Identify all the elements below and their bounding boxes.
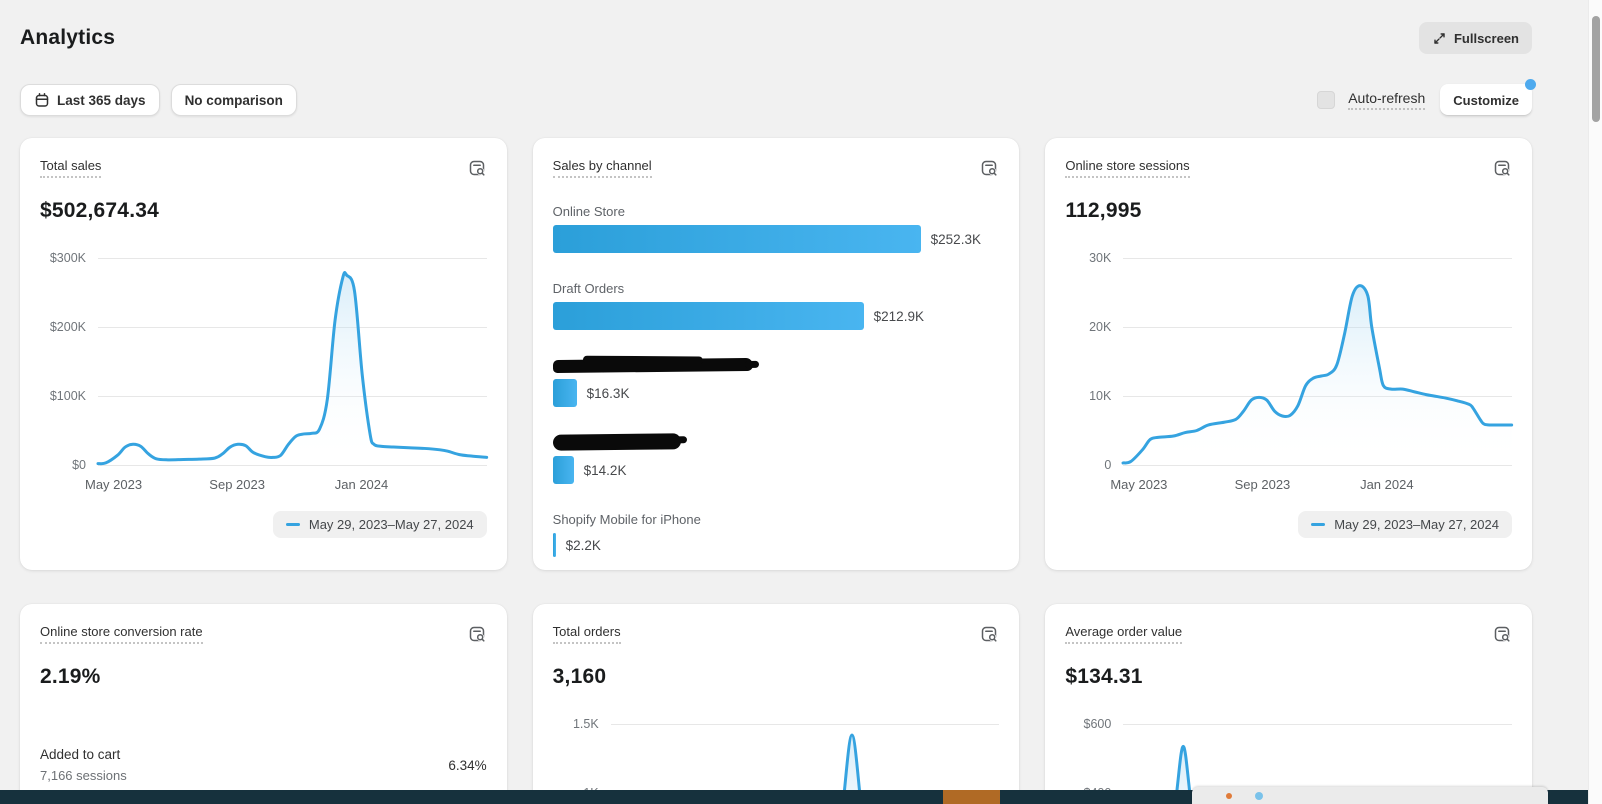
card-sales-by-channel: Sales by channel Online Store $252.3K <box>532 138 1020 570</box>
channel-row: $16.3K <box>552 356 1000 407</box>
taskbar-orange-segment <box>943 790 1000 804</box>
aov-title[interactable]: Average order value <box>1065 624 1183 644</box>
channel-bar <box>552 533 556 557</box>
orders-title[interactable]: Total orders <box>552 624 621 644</box>
sessions-chart: 30K 20K 10K 0 May 2023 Sep 2023 Jan 2024… <box>1065 251 1512 538</box>
channel-row: Online Store $252.3K <box>552 202 1000 253</box>
added-to-cart-sessions: 7,166 sessions <box>40 768 127 783</box>
aov-value: $134.31 <box>1065 665 1143 688</box>
legend-dash-icon <box>1311 523 1326 526</box>
date-range-legend: May 29, 2023–May 27, 2024 <box>1298 511 1512 538</box>
scrollbar-thumb[interactable] <box>1592 16 1600 122</box>
view-report-icon[interactable] <box>1492 624 1512 644</box>
redaction-mark <box>552 357 753 373</box>
channel-bar <box>552 379 577 407</box>
conversion-value: 2.19% <box>40 665 101 688</box>
date-range-label: Last 365 days <box>57 92 146 108</box>
card-conversion-rate: Online store conversion rate 2.19% Added… <box>20 604 507 804</box>
card-total-orders: Total orders 3,160 1.5K 1K <box>532 604 1020 804</box>
fullscreen-label: Fullscreen <box>1453 30 1519 46</box>
toolbar: Last 365 days No comparison Auto-refresh… <box>20 79 1536 116</box>
tray-orange-dot-icon <box>1226 793 1232 799</box>
channel-row: Draft Orders $212.9K <box>552 279 1000 330</box>
ytick: 10K <box>1089 389 1112 403</box>
date-range-legend: May 29, 2023–May 27, 2024 <box>272 511 487 538</box>
vertical-scrollbar[interactable] <box>1588 0 1602 804</box>
aov-line <box>1123 724 1512 804</box>
ytick: $100K <box>49 389 86 403</box>
added-to-cart-label: Added to cart <box>40 747 121 762</box>
view-report-icon[interactable] <box>467 158 487 178</box>
channel-bar <box>552 302 864 330</box>
calendar-icon <box>34 92 50 108</box>
sessions-title[interactable]: Online store sessions <box>1065 158 1190 178</box>
total-sales-line <box>98 258 487 465</box>
xtick: Sep 2023 <box>1234 477 1291 492</box>
channel-row: Shopify Mobile for iPhone $2.2K <box>552 510 1000 557</box>
ytick: $600 <box>1083 717 1112 731</box>
auto-refresh-checkbox[interactable] <box>1317 91 1336 109</box>
page-header: Analytics Fullscreen <box>20 22 1532 54</box>
orders-line <box>611 724 1000 804</box>
ytick: $300K <box>49 251 86 265</box>
ytick: $0 <box>72 458 86 472</box>
ytick: 1.5K <box>572 717 599 731</box>
view-report-icon[interactable] <box>979 624 999 644</box>
total-sales-chart: $300K $200K $100K $0 May 2023 Sep 2023 J… <box>40 251 487 538</box>
legend-dash-icon <box>285 523 300 526</box>
conversion-title[interactable]: Online store conversion rate <box>40 624 203 644</box>
channel-value: $252.3K <box>930 231 981 247</box>
metrics-grid: Total sales $502,674.34 $300K $200K <box>20 138 1532 804</box>
conversion-breakdown-row: Added to cart 7,166 sessions 6.34% <box>40 744 487 786</box>
card-online-store-sessions: Online store sessions 112,995 30K 20K 10… <box>1045 138 1532 570</box>
sales-by-channel-title[interactable]: Sales by channel <box>552 158 652 178</box>
ytick: 30K <box>1089 251 1112 265</box>
notification-dot <box>1525 79 1536 90</box>
channel-value: $212.9K <box>873 308 924 324</box>
xtick: Jan 2024 <box>334 477 389 492</box>
customize-button[interactable]: Customize <box>1440 79 1536 116</box>
channel-label: Shopify Mobile for iPhone <box>552 511 701 527</box>
orders-value: 3,160 <box>552 665 607 688</box>
channel-bar <box>552 225 921 253</box>
added-to-cart-rate: 6.34% <box>448 757 487 773</box>
fullscreen-expand-icon <box>1432 31 1447 46</box>
comparison-button[interactable]: No comparison <box>170 84 297 116</box>
card-average-order-value: Average order value $134.31 $600 $400 <box>1045 604 1532 804</box>
xtick: May 2023 <box>84 477 143 492</box>
taskbar-tray <box>1192 787 1548 804</box>
page-title: Analytics <box>20 26 116 49</box>
comparison-label: No comparison <box>184 92 283 108</box>
sessions-value: 112,995 <box>1065 199 1142 222</box>
ytick: $200K <box>49 320 86 334</box>
fullscreen-button[interactable]: Fullscreen <box>1418 22 1532 54</box>
xtick: May 2023 <box>1110 477 1168 492</box>
sessions-line <box>1123 258 1512 465</box>
customize-label: Customize <box>1453 92 1519 108</box>
channel-value: $2.2K <box>565 537 601 553</box>
channel-value: $14.2K <box>583 462 627 478</box>
date-range-button[interactable]: Last 365 days <box>20 84 160 116</box>
view-report-icon[interactable] <box>1492 158 1512 178</box>
view-report-icon[interactable] <box>467 624 487 644</box>
xtick: Sep 2023 <box>209 477 265 492</box>
view-report-icon[interactable] <box>979 158 999 178</box>
channel-row: $14.2K <box>552 433 1000 484</box>
ytick: 0 <box>1104 458 1112 472</box>
auto-refresh-label[interactable]: Auto-refresh <box>1348 90 1426 110</box>
channel-label: Online Store <box>552 203 625 219</box>
total-sales-value: $502,674.34 <box>40 199 159 222</box>
channel-label: Draft Orders <box>552 280 625 296</box>
total-sales-title[interactable]: Total sales <box>40 158 102 178</box>
xtick: Jan 2024 <box>1360 477 1414 492</box>
tray-blue-dot-icon <box>1255 792 1263 800</box>
card-total-sales: Total sales $502,674.34 $300K $200K <box>20 138 507 570</box>
redaction-mark <box>552 433 681 451</box>
ytick: 20K <box>1089 320 1112 334</box>
channel-value: $16.3K <box>586 385 630 401</box>
channel-bar <box>552 456 574 484</box>
